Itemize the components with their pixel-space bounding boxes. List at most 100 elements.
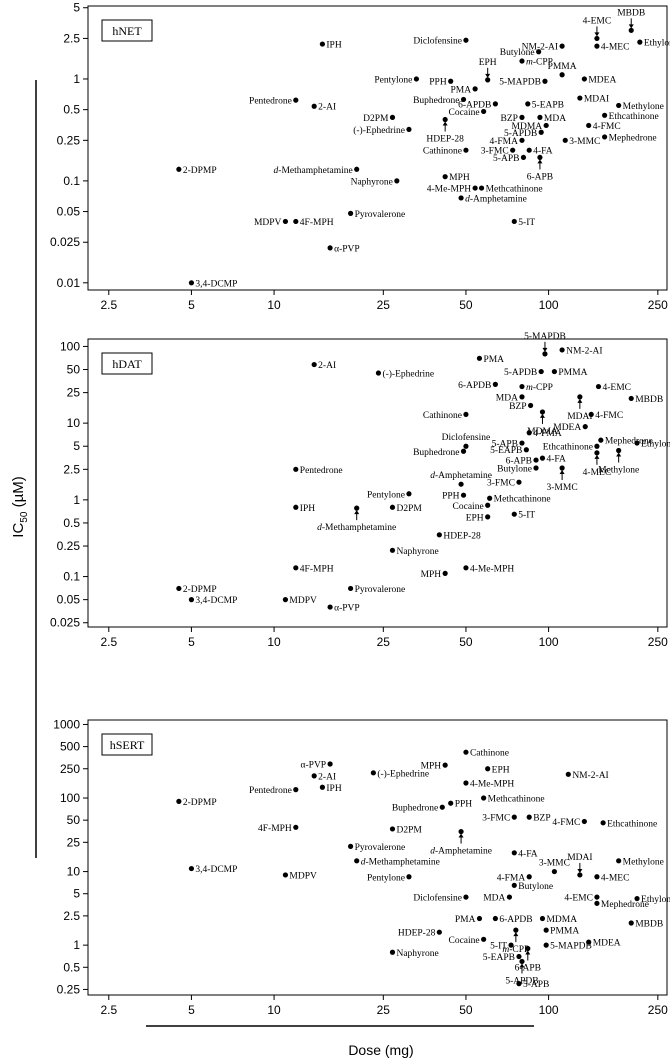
hdat-point-5-eapb	[523, 447, 529, 453]
hdat-point-methcathinone-label: Methcathinone	[494, 495, 551, 505]
hsert-point-mbdb	[628, 920, 634, 926]
hnet-point-mph-label: MPH	[449, 173, 470, 183]
hdat-point-4-me-mph	[463, 565, 469, 571]
hnet-panel: 2.5 5 10 25 50 100 250 0.01 0.025 0.05 0.1 0.25 0.5 1…	[50, 1, 670, 312]
hsert-point-2-ai-label: 2-AI	[318, 772, 336, 782]
hnet-point-5-it	[511, 218, 517, 225]
hsert-point-mdea-label: MDEA	[593, 939, 621, 949]
hsert-point-4-fa	[511, 850, 517, 856]
hnet-point-2-dpmp	[176, 166, 182, 172]
hnet-point-4-fa	[526, 147, 532, 153]
hnet-point-cathinone-label: Cathinone	[423, 147, 462, 157]
hnet-point-mdma	[543, 122, 549, 129]
hnet-point-mephedrone	[602, 134, 608, 140]
hnet-point-4-emc	[594, 35, 600, 42]
hdat-y-tick-label: 0.05	[57, 593, 81, 607]
hnet-point-ethylone-label: Ethylone	[644, 39, 670, 49]
hnet-point-3-fmc	[510, 147, 516, 153]
hdat-point-mph	[442, 570, 448, 576]
hdat-point-mephedrone-label: Mephedrone	[605, 437, 653, 447]
hdat-x-tick-label: 25	[377, 635, 391, 649]
hdat-point-3-4-dcmp	[188, 597, 195, 603]
hsert-point-pph-label: PPH	[455, 800, 473, 810]
hsert-point-d2pm	[389, 826, 396, 832]
hdat-point-4-fa-label: 4-FA	[546, 455, 565, 465]
hsert-point-5-eapb-label: 5-EAPB	[483, 953, 515, 963]
hsert-point-nm-2-ai-label: NM-2-AI	[572, 771, 608, 781]
hdat-point-mbdb	[628, 395, 634, 402]
hsert-point-naphyrone	[389, 949, 396, 955]
hdat-point-ethcathinone	[594, 443, 600, 449]
hsert-point-mph-label: MPH	[421, 762, 442, 772]
hnet-point-m-cpp-label: m-CPP	[526, 58, 553, 68]
hsert-point-methylone-label: Methylone	[623, 857, 664, 867]
hsert-point-pmma	[543, 927, 549, 933]
hnet-point-ethylone	[637, 39, 643, 45]
hnet-point-hdep-28-label: HDEP-28	[426, 135, 464, 145]
hsert-point-5-apb	[516, 981, 522, 987]
hsert-point-mephedrone-label: Mephedrone	[601, 900, 649, 910]
hnet-y-tick-label: 0.025	[50, 235, 80, 249]
hdat-y-tick-label: 2.5	[63, 462, 80, 476]
hdat-point-3-mmc-label: 3-MMC	[547, 483, 578, 493]
hnet-point-ethcathinone-label: Ethcathinone	[609, 112, 659, 122]
hdat-point-diclofensine-label: Diclofensine	[442, 432, 491, 443]
hnet-point-2-ai-label: 2-AI	[318, 103, 336, 113]
hsert-panel: 2.5 5 10 25 50 100 250 0.25 0.5 1 2.5 5 10 25 50 100 250…	[53, 717, 670, 1017]
hnet-point-4f-mph-label: 4F-MPH	[300, 218, 334, 228]
hnet-point-cathinone	[463, 147, 469, 153]
hdat-point-butylone-label: Butylone	[497, 465, 532, 475]
hdat-y-tick-label: 0.1	[63, 570, 80, 584]
hdat-point-4-fma-label: 4-FMA	[533, 429, 562, 439]
hdat-point-pma	[476, 355, 483, 361]
hsert-point-pma-label: PMA	[455, 915, 476, 925]
hnet-point-buphedrone	[460, 96, 467, 103]
hdat-point-3-fmc-label: 3-FMC	[487, 479, 515, 489]
hdat-x-tick-label: 100	[539, 635, 559, 649]
hdat-y-tick-label: 0.025	[50, 616, 80, 630]
hdat-point-ephedrine	[375, 370, 382, 376]
hnet-point-mdpv	[282, 218, 289, 225]
hsert-point-4-me-mph	[463, 780, 469, 786]
hnet-point-m-cpp	[519, 58, 525, 64]
hdat-point-3-mmc	[559, 465, 565, 471]
hdat-point-4-emc-label: 4-EMC	[603, 383, 632, 393]
hdat-x-tick-label: 10	[267, 635, 281, 649]
hnet-point-pyrovalerone-label: Pyrovalerone	[355, 210, 406, 220]
hsert-x-tick-label: 100	[539, 1003, 559, 1017]
hsert-point-5-apb-label: 5-APB	[523, 980, 549, 990]
hsert-point-4-fma-label: 4-FMA	[497, 873, 526, 883]
hdat-point-4-mec-label: 4-MEC	[583, 468, 612, 478]
hdat-point-bzp	[528, 402, 534, 409]
hdat-point-methylone-label: Methylone	[598, 465, 639, 475]
hsert-point-methylone	[616, 858, 622, 864]
hsert-point-5-eapb	[516, 953, 522, 960]
hsert-y-tick-label: 500	[60, 740, 80, 754]
hnet-point-alpha-pvp-label: α-PVP	[334, 244, 360, 254]
hdat-point-5-it-label: 5-IT	[518, 511, 535, 521]
hnet-point-nm-2-ai	[559, 43, 565, 49]
hnet-point-naphyrone-label: Naphyrone	[351, 177, 393, 187]
hnet-point-iph-label: IPH	[326, 41, 341, 51]
hsert-point-pyrovalerone-label: Pyrovalerone	[355, 843, 406, 853]
hnet-point-mda	[537, 114, 543, 120]
hdat-point-diclofensine	[463, 443, 469, 449]
hnet-title-box	[101, 19, 153, 42]
hsert-point-6-apdb-label: 6-APDB	[499, 915, 532, 925]
y-axis-label: IC50 (µM)	[10, 476, 30, 537]
hnet-point-4-me-mph	[472, 185, 478, 191]
hnet-point-naphyrone	[394, 178, 400, 184]
hdat-point-5-mapdb-arrowhead	[542, 347, 548, 352]
hnet-y-tick-label: 2.5	[63, 31, 80, 45]
hsert-point-6-apb-arrowhead	[525, 950, 531, 955]
hsert-point-d-amphetamine	[458, 828, 464, 835]
hnet-point-ephedrine	[406, 126, 412, 133]
hnet-point-mdma-label: MDMA	[512, 122, 543, 132]
hdat-point-6-apdb-label: 6-APDB	[458, 381, 491, 391]
hnet-point-pma-label: PMA	[451, 85, 472, 95]
hdat-point-5-mapdb-label: 5-MAPDB	[524, 332, 566, 342]
hdat-point-6-apdb	[492, 381, 498, 387]
hdat-point-4f-mph	[293, 565, 299, 571]
hdat-point-cocaine	[485, 502, 491, 508]
hdat-point-3-mmc-arrowhead	[559, 470, 565, 475]
